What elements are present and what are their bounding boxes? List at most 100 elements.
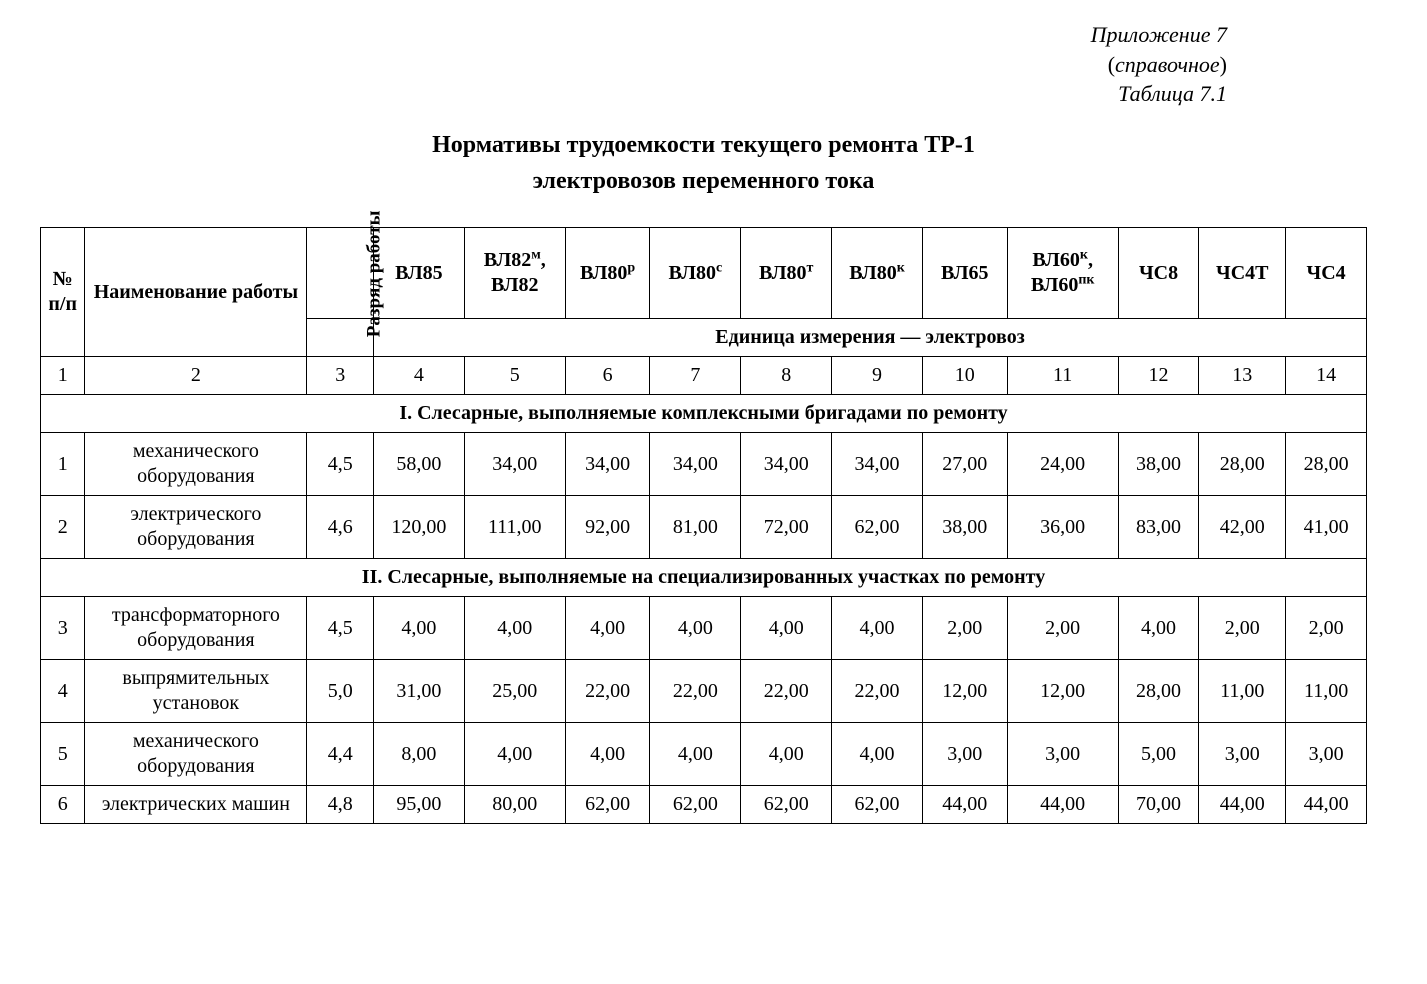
col-chs4t: ЧС4Т — [1199, 228, 1286, 319]
row-number: 1 — [41, 433, 85, 496]
colnum: 1 — [41, 357, 85, 395]
colnum: 11 — [1007, 357, 1118, 395]
val: 72,00 — [741, 496, 832, 559]
colnum: 5 — [464, 357, 565, 395]
unit-label: Единица измерения — электровоз — [373, 319, 1366, 357]
val: 4,00 — [832, 597, 923, 660]
colnum: 6 — [565, 357, 650, 395]
col-num-header: № п/п — [41, 228, 85, 357]
work-name: электрических машин — [85, 786, 307, 824]
col-vl80k: ВЛ80к — [832, 228, 923, 319]
title-line-1: Нормативы трудоемкости текущего ремонта … — [40, 127, 1367, 163]
vl80r-pre: ВЛ80 — [580, 262, 627, 284]
col-vl85: ВЛ85 — [373, 228, 464, 319]
val: 4,00 — [464, 597, 565, 660]
val: 5,00 — [1118, 723, 1199, 786]
title-line-2: электровозов переменного тока — [40, 163, 1367, 199]
val: 34,00 — [832, 433, 923, 496]
val: 12,00 — [922, 660, 1007, 723]
table-row: 2 электрического оборудования 4,6 120,00… — [41, 496, 1367, 559]
val: 111,00 — [464, 496, 565, 559]
colnum: 9 — [832, 357, 923, 395]
col-vl60k: ВЛ60к, ВЛ60пк — [1007, 228, 1118, 319]
val: 4,00 — [650, 597, 741, 660]
colnum: 12 — [1118, 357, 1199, 395]
val: 2,00 — [1286, 597, 1367, 660]
colnum: 13 — [1199, 357, 1286, 395]
val: 62,00 — [565, 786, 650, 824]
vl80s-pre: ВЛ80 — [669, 262, 716, 284]
colnum: 3 — [307, 357, 374, 395]
rank: 4,6 — [307, 496, 374, 559]
table-head: № п/п Наименование работы Разряд работы … — [41, 228, 1367, 395]
val: 11,00 — [1286, 660, 1367, 723]
rank: 4,5 — [307, 433, 374, 496]
table-row: 1 механического оборудования 4,5 58,00 3… — [41, 433, 1367, 496]
val: 2,00 — [1199, 597, 1286, 660]
val: 4,00 — [650, 723, 741, 786]
val: 4,00 — [741, 723, 832, 786]
val: 70,00 — [1118, 786, 1199, 824]
table-body: I. Слесарные, выполняемые комплексными б… — [41, 395, 1367, 824]
val: 2,00 — [1007, 597, 1118, 660]
val: 8,00 — [373, 723, 464, 786]
val: 83,00 — [1118, 496, 1199, 559]
table-row: 5 механического оборудования 4,4 8,00 4,… — [41, 723, 1367, 786]
val: 42,00 — [1199, 496, 1286, 559]
vl80r-sup: р — [627, 260, 635, 275]
rank: 5,0 — [307, 660, 374, 723]
table-number: Таблица 7.1 — [40, 79, 1227, 109]
col-chs4: ЧС4 — [1286, 228, 1367, 319]
val: 3,00 — [1007, 723, 1118, 786]
val: 62,00 — [832, 786, 923, 824]
row-number: 4 — [41, 660, 85, 723]
vl60k-pre: ВЛ60 — [1032, 249, 1079, 271]
val: 4,00 — [741, 597, 832, 660]
val: 22,00 — [650, 660, 741, 723]
val: 34,00 — [565, 433, 650, 496]
val: 38,00 — [922, 496, 1007, 559]
val: 81,00 — [650, 496, 741, 559]
colnum: 4 — [373, 357, 464, 395]
val: 34,00 — [650, 433, 741, 496]
val: 34,00 — [464, 433, 565, 496]
val: 62,00 — [832, 496, 923, 559]
val: 4,00 — [832, 723, 923, 786]
title-block: Нормативы трудоемкости текущего ремонта … — [40, 127, 1367, 199]
vl80t-sup: т — [806, 260, 813, 275]
work-name: механического оборудования — [85, 723, 307, 786]
val: 58,00 — [373, 433, 464, 496]
work-name: трансформаторного оборудования — [85, 597, 307, 660]
val: 12,00 — [1007, 660, 1118, 723]
colnum: 10 — [922, 357, 1007, 395]
page: Приложение 7 (справочное) Таблица 7.1 Но… — [0, 0, 1427, 984]
val: 80,00 — [464, 786, 565, 824]
val: 62,00 — [741, 786, 832, 824]
col-vl80s: ВЛ80с — [650, 228, 741, 319]
val: 24,00 — [1007, 433, 1118, 496]
val: 27,00 — [922, 433, 1007, 496]
val: 44,00 — [1007, 786, 1118, 824]
val: 4,00 — [565, 597, 650, 660]
val: 28,00 — [1199, 433, 1286, 496]
val: 44,00 — [1199, 786, 1286, 824]
val: 3,00 — [1199, 723, 1286, 786]
vl80k-sup: к — [897, 260, 905, 275]
val: 3,00 — [1286, 723, 1367, 786]
val: 28,00 — [1118, 660, 1199, 723]
work-name: выпрямительных установок — [85, 660, 307, 723]
col-vl80t: ВЛ80т — [741, 228, 832, 319]
val: 34,00 — [741, 433, 832, 496]
col-rank-header: Разряд работы — [307, 228, 374, 319]
header-block: Приложение 7 (справочное) Таблица 7.1 — [40, 20, 1367, 109]
val: 28,00 — [1286, 433, 1367, 496]
vl60k-sup: к — [1080, 247, 1088, 262]
table-row: 6 электрических машин 4,8 95,00 80,00 62… — [41, 786, 1367, 824]
colnum: 2 — [85, 357, 307, 395]
vl82m-pre: ВЛ82 — [484, 249, 531, 271]
val: 44,00 — [1286, 786, 1367, 824]
section-title: I. Слесарные, выполняемые комплексными б… — [41, 395, 1367, 433]
col-vl82m: ВЛ82м, ВЛ82 — [464, 228, 565, 319]
val: 4,00 — [565, 723, 650, 786]
val: 2,00 — [922, 597, 1007, 660]
